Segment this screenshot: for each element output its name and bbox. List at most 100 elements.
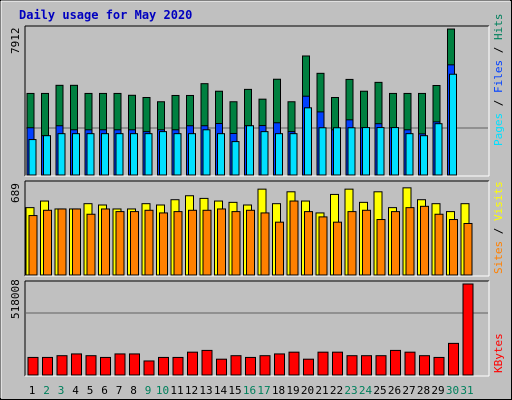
- kbytes-bar: [375, 355, 387, 376]
- kbytes-bar: [245, 356, 256, 376]
- day-label: 8: [130, 384, 137, 397]
- kbytes-bar: [158, 356, 169, 376]
- sites-bar: [463, 222, 473, 276]
- kbytes-bar: [390, 349, 401, 376]
- kbytes-bar: [85, 355, 97, 376]
- sites-bar: [202, 209, 212, 276]
- pages-bar: [130, 133, 138, 176]
- sites-bar: [246, 209, 255, 276]
- day-label: 1: [29, 384, 36, 397]
- kbytes-bar: [462, 283, 474, 376]
- legend-entry: Files: [492, 60, 505, 93]
- kbytes-bar: [317, 351, 329, 376]
- sites-bar: [231, 211, 241, 276]
- kbytes-bar: [71, 353, 82, 376]
- pages-bar: [405, 133, 414, 176]
- sites-bar: [130, 211, 139, 276]
- sites-bar: [449, 219, 458, 276]
- legend-entry: Pages: [492, 113, 505, 146]
- day-label: 6: [101, 384, 108, 397]
- day-label: 11: [170, 384, 183, 397]
- kbytes-bar: [288, 351, 300, 376]
- day-label: 3: [58, 384, 65, 397]
- day-label: 24: [359, 384, 373, 397]
- kbytes-bar: [42, 356, 53, 376]
- pages-bar: [434, 123, 443, 176]
- pages-bar: [202, 129, 211, 176]
- kbytes-bar: [346, 355, 358, 376]
- sites-bar: [188, 209, 197, 276]
- kbytes-bar: [27, 356, 39, 376]
- sites-bar: [144, 209, 154, 276]
- kbytes-bar: [172, 356, 184, 376]
- sites-bar: [86, 213, 96, 276]
- chart-labels: 7912 689 518008 Pages / Files / Hits Sites /…: [9, 14, 505, 374]
- legend-entry: KBytes: [492, 333, 505, 373]
- pages-bar: [333, 127, 341, 176]
- kbytes-bar: [100, 356, 111, 376]
- day-label: 18: [272, 384, 285, 397]
- pages-bar: [347, 127, 356, 176]
- sites-bar: [28, 215, 38, 276]
- day-label: 16: [243, 384, 256, 397]
- pages-bar: [260, 131, 269, 176]
- day-label: 28: [417, 384, 430, 397]
- sites-bar: [376, 219, 386, 276]
- day-label: 30: [446, 384, 459, 397]
- kbytes-bar: [259, 355, 271, 376]
- kbytes-bar: [303, 358, 314, 376]
- day-label: 5: [87, 384, 94, 397]
- kbytes-bar: [216, 358, 227, 376]
- pages-bar: [86, 133, 95, 176]
- sites-bar: [57, 208, 67, 276]
- day-axis: 1 2 3 4 5 6 7 8 9 10 11 12 13 14 15 16 17 18 19 20 21 22 23 24 2…: [29, 384, 474, 397]
- sites-bar: [391, 211, 400, 276]
- kbytes-bar: [361, 355, 372, 376]
- chart-bars: [25, 28, 474, 376]
- sites-bar: [434, 213, 444, 276]
- kbytes-bar: [274, 353, 285, 376]
- pages-bar: [188, 133, 196, 176]
- pages-bar: [362, 127, 370, 176]
- day-label: 13: [199, 384, 212, 397]
- day-label: 19: [286, 384, 299, 397]
- pages-bar: [101, 133, 109, 176]
- pages-bar: [173, 133, 182, 176]
- day-label: 14: [214, 384, 228, 397]
- day-label: 26: [388, 384, 401, 397]
- pages-bar: [231, 141, 240, 176]
- day-label: 23: [344, 384, 357, 397]
- pages-bar: [159, 131, 167, 176]
- day-label: 17: [257, 384, 270, 397]
- pages-bar: [376, 127, 385, 176]
- legend-entry: /: [492, 221, 505, 241]
- sites-bar: [43, 209, 52, 276]
- sites-bar: [405, 207, 415, 276]
- sites-bar: [333, 221, 342, 276]
- pages-bar: [275, 133, 283, 176]
- sites-bar: [318, 216, 328, 276]
- sites-bar: [159, 212, 168, 276]
- pages-bar: [449, 73, 457, 176]
- kbytes-bar: [230, 355, 242, 376]
- legend-entry: Visits: [492, 181, 505, 221]
- day-label: 10: [156, 384, 169, 397]
- y-max-label: 518008: [9, 279, 22, 319]
- pages-bar: [217, 133, 225, 176]
- pages-bar: [304, 107, 312, 176]
- day-label: 4: [72, 384, 79, 397]
- legend-entry: /: [492, 93, 505, 113]
- sites-bar: [72, 208, 81, 276]
- sites-bar: [362, 209, 371, 276]
- pages-bar: [420, 135, 428, 176]
- sites-bar: [217, 208, 226, 276]
- kbytes-bar: [201, 349, 213, 376]
- kbytes-bar: [404, 351, 416, 376]
- sites-bar: [304, 211, 313, 276]
- day-label: 20: [301, 384, 314, 397]
- kbytes-bar: [143, 360, 155, 376]
- day-label: 9: [145, 384, 152, 397]
- pages-bar: [28, 139, 37, 176]
- day-label: 21: [315, 384, 328, 397]
